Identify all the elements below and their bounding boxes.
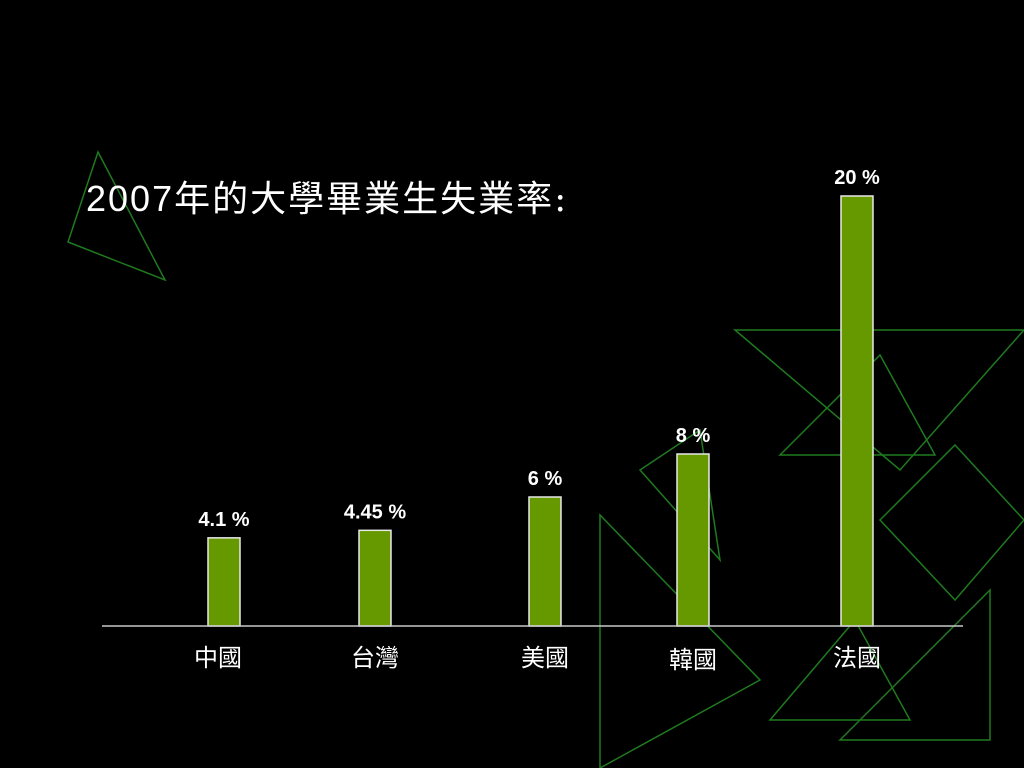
chart-title: 2007年的大學畢業生失業率: xyxy=(86,178,569,220)
deco-triangle xyxy=(732,329,1024,472)
data-label-5: 20 % xyxy=(834,167,880,189)
bar-5 xyxy=(840,195,874,627)
deco-triangle xyxy=(67,150,167,282)
data-label-1: 4.1 % xyxy=(198,509,249,531)
bar-1 xyxy=(207,537,241,627)
deco-diamond xyxy=(878,443,1024,602)
data-label-2: 4.45 % xyxy=(344,501,406,523)
bar-4 xyxy=(676,453,710,627)
data-label-4: 8 % xyxy=(676,425,711,447)
category-label-4: 韓國 xyxy=(669,646,717,674)
category-label-2: 台灣 xyxy=(351,644,399,672)
category-label-1: 中國 xyxy=(194,644,242,672)
category-label-3: 美國 xyxy=(521,644,569,672)
bar-2 xyxy=(358,529,392,627)
deco-triangle xyxy=(768,618,912,721)
bar-3 xyxy=(528,496,562,627)
data-label-3: 6 % xyxy=(528,468,563,490)
deco-triangle xyxy=(838,588,991,741)
category-label-5: 法國 xyxy=(833,644,881,672)
